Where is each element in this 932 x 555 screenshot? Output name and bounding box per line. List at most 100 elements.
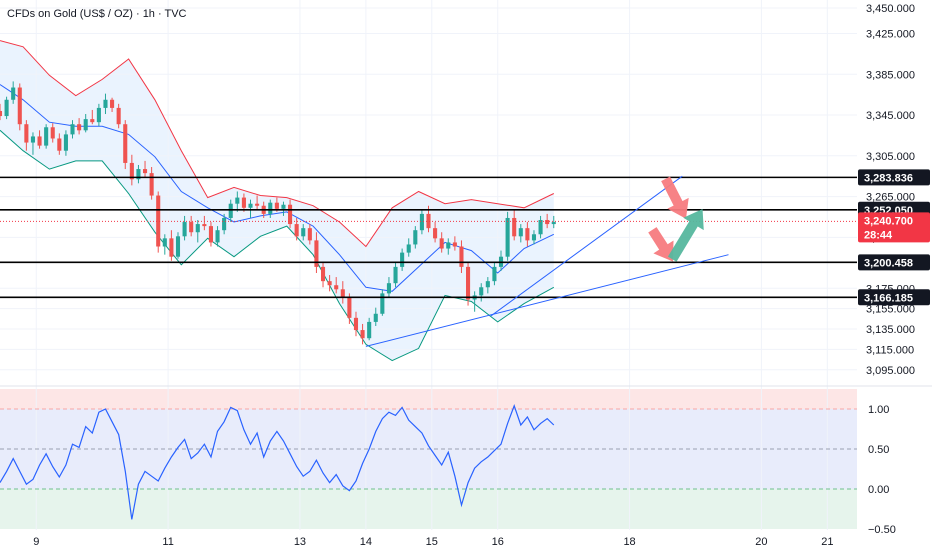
- candle-19[interactable]: [123, 120, 128, 170]
- candle-2[interactable]: [11, 81, 16, 104]
- candle-66[interactable]: [433, 222, 438, 243]
- price-tick-label: 3,155.000: [866, 304, 915, 316]
- candle-17[interactable]: [110, 97, 115, 112]
- candle-68[interactable]: [446, 238, 451, 255]
- candle-26[interactable]: [169, 230, 174, 261]
- candle-51[interactable]: [334, 277, 339, 294]
- candle-71[interactable]: [466, 262, 471, 306]
- candle-33[interactable]: [215, 226, 220, 247]
- candle-59[interactable]: [386, 277, 391, 298]
- candle-61[interactable]: [400, 248, 405, 271]
- candle-body: [320, 266, 326, 282]
- candle-64[interactable]: [419, 209, 424, 235]
- candle-62[interactable]: [406, 238, 411, 257]
- candle-27[interactable]: [175, 232, 181, 259]
- candle-21[interactable]: [136, 164, 141, 184]
- candle-31[interactable]: [202, 215, 207, 231]
- candle-8[interactable]: [50, 123, 55, 143]
- candle-45[interactable]: [294, 217, 299, 241]
- candle-52[interactable]: [340, 281, 345, 304]
- candle-28[interactable]: [182, 215, 187, 241]
- arrows[interactable]: [648, 176, 704, 262]
- candle-79[interactable]: [518, 224, 523, 243]
- rsi-zones: [0, 389, 857, 529]
- trendlines[interactable]: [365, 175, 729, 347]
- candle-44[interactable]: [288, 199, 293, 229]
- candle-49[interactable]: [320, 262, 326, 288]
- candle-30[interactable]: [195, 220, 200, 243]
- candle-12[interactable]: [77, 118, 82, 135]
- candle-75[interactable]: [492, 262, 497, 286]
- candle-77[interactable]: [505, 211, 510, 261]
- candle-18[interactable]: [116, 103, 121, 129]
- candle-70[interactable]: [459, 240, 464, 273]
- candle-78[interactable]: [512, 209, 517, 241]
- candle-25[interactable]: [162, 234, 167, 255]
- candle-41[interactable]: [268, 199, 273, 218]
- candle-67[interactable]: [439, 232, 444, 253]
- candle-57[interactable]: [373, 307, 378, 326]
- horizontal-levels[interactable]: [0, 176, 857, 299]
- candle-7[interactable]: [44, 124, 49, 149]
- candle-22[interactable]: [142, 160, 148, 178]
- price-axis-panel[interactable]: [857, 0, 932, 385]
- trendline-rising-steep[interactable]: [490, 175, 683, 317]
- candle-34[interactable]: [222, 213, 227, 235]
- candle-36[interactable]: [235, 191, 240, 212]
- time-tick-label: 20: [755, 536, 767, 548]
- candle-body: [4, 99, 9, 117]
- candle-32[interactable]: [208, 222, 213, 247]
- trendline-lower[interactable]: [365, 254, 729, 347]
- candle-23[interactable]: [149, 167, 154, 200]
- candle-47[interactable]: [307, 224, 312, 245]
- candle-74[interactable]: [485, 277, 490, 294]
- candle-73[interactable]: [479, 283, 484, 302]
- red-arrow-1[interactable]: [661, 176, 689, 219]
- candle-29[interactable]: [189, 215, 194, 237]
- candle-58[interactable]: [380, 289, 385, 316]
- candle-63[interactable]: [413, 226, 418, 249]
- time-axis-panel[interactable]: [0, 530, 932, 550]
- candle-53[interactable]: [347, 293, 352, 324]
- price-tick-label: 3,450.000: [866, 3, 915, 15]
- candle-38[interactable]: [248, 199, 253, 218]
- candle-35[interactable]: [228, 199, 233, 223]
- rsi-axis-panel[interactable]: [857, 385, 932, 530]
- candle-11[interactable]: [70, 120, 75, 139]
- candle-4[interactable]: [24, 120, 29, 151]
- candle-83[interactable]: [545, 213, 550, 229]
- candle-80[interactable]: [525, 222, 530, 247]
- candle-43[interactable]: [281, 201, 286, 216]
- candle-81[interactable]: [531, 230, 537, 245]
- candle-48[interactable]: [314, 232, 319, 273]
- candle-5[interactable]: [30, 132, 36, 155]
- green-arrow[interactable]: [667, 209, 704, 262]
- candle-46[interactable]: [301, 224, 306, 241]
- candle-20[interactable]: [129, 154, 134, 186]
- candle-15[interactable]: [96, 103, 101, 127]
- candle-3[interactable]: [17, 83, 22, 131]
- candle-82[interactable]: [538, 215, 543, 239]
- candle-1[interactable]: [4, 96, 9, 120]
- candle-56[interactable]: [367, 317, 372, 341]
- candle-54[interactable]: [353, 311, 359, 337]
- candle-6[interactable]: [37, 130, 42, 149]
- candle-0[interactable]: [0, 103, 3, 121]
- candle-13[interactable]: [83, 114, 88, 133]
- rsi-axis: 1.00 0.50 0.00 −0.50: [868, 404, 896, 536]
- candle-24[interactable]: [156, 191, 161, 253]
- candle-10[interactable]: [63, 130, 68, 156]
- candle-55[interactable]: [360, 323, 365, 345]
- candle-9[interactable]: [57, 133, 62, 155]
- candle-37[interactable]: [241, 193, 246, 212]
- candle-50[interactable]: [327, 275, 332, 292]
- candle-84[interactable]: [551, 215, 556, 229]
- candle-39[interactable]: [255, 195, 260, 210]
- candle-14[interactable]: [90, 109, 95, 125]
- candle-body: [373, 313, 378, 322]
- candle-60[interactable]: [393, 262, 398, 288]
- candle-69[interactable]: [452, 236, 457, 251]
- candle-16[interactable]: [103, 93, 108, 115]
